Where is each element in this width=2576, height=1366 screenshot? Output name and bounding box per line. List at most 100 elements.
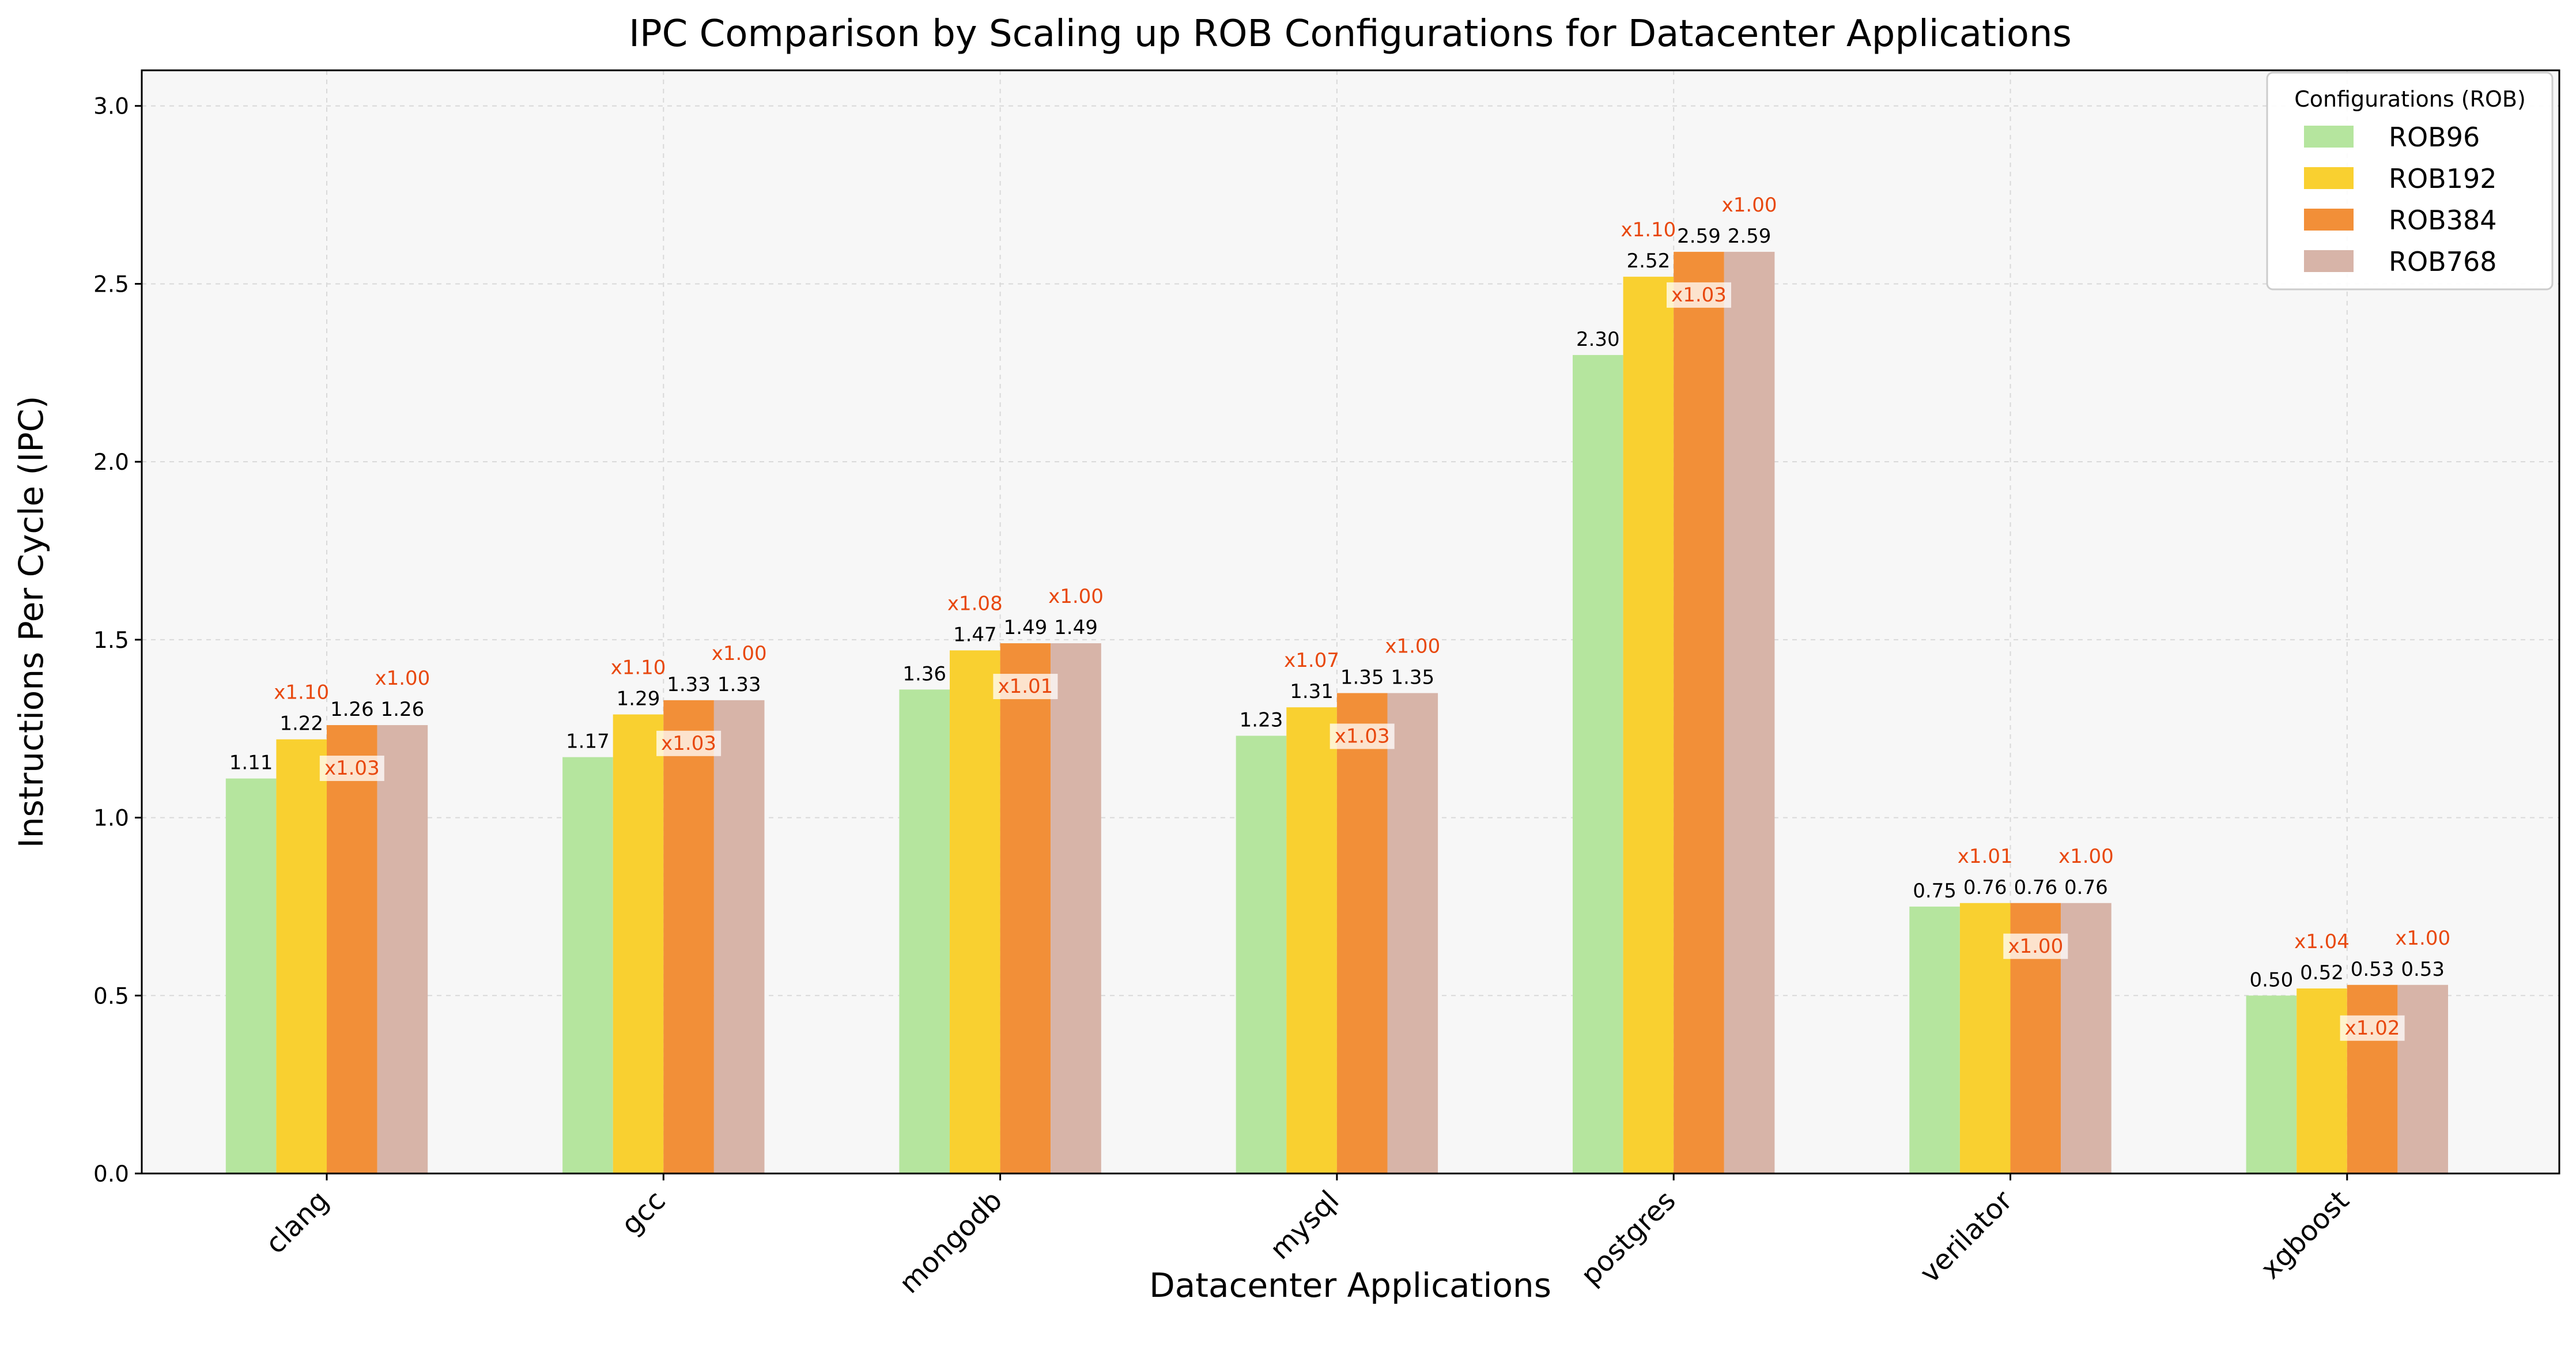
value-label: 0.76 <box>2014 876 2057 899</box>
speedup-label: x1.01 <box>998 675 1053 698</box>
value-label: 2.30 <box>1576 328 1620 351</box>
speedup-label: x1.04 <box>2294 930 2350 953</box>
value-label: 1.36 <box>902 662 946 685</box>
value-label: 2.52 <box>1627 250 1671 273</box>
bar-rob768-mongodb <box>1051 643 1101 1173</box>
bar-rob384-clang <box>327 725 377 1173</box>
y-tick-label: 1.5 <box>93 628 129 654</box>
y-tick-label: 0.0 <box>93 1161 129 1187</box>
value-label: 1.11 <box>229 752 273 775</box>
bar-rob768-clang <box>377 725 428 1173</box>
legend: Configurations (ROB) ROB96ROB192ROB384RO… <box>2266 71 2554 290</box>
legend-label-rob384: ROB384 <box>2389 205 2497 236</box>
x-tick-label-mysql: mysql <box>1264 1184 1345 1266</box>
bar-rob192-xgboost <box>2297 988 2347 1173</box>
bar-rob768-verilator <box>2061 903 2112 1173</box>
bar-rob384-gcc <box>663 700 714 1173</box>
y-tick-label: 0.5 <box>93 983 129 1009</box>
ratio-label-box <box>319 756 384 782</box>
value-label: 0.50 <box>2250 968 2294 991</box>
speedup-label: x1.00 <box>2008 935 2063 958</box>
bar-rob192-verilator <box>1959 903 2011 1173</box>
speedup-label: x1.02 <box>2345 1017 2400 1040</box>
ratio-label-box <box>2003 933 2068 959</box>
bars-group <box>225 251 2448 1173</box>
x-axis-label: Datacenter Applications <box>1149 1266 1551 1305</box>
ratio-label-box <box>1329 723 1395 749</box>
legend-label-rob192: ROB192 <box>2389 163 2497 194</box>
speedup-label: x1.00 <box>712 642 767 665</box>
y-tick-label: 2.0 <box>93 450 129 476</box>
x-tick-label-xgboost: xgboost <box>2254 1184 2355 1285</box>
bar-rob768-mysql <box>1387 693 1438 1173</box>
value-label: 1.35 <box>1340 666 1384 689</box>
value-label: 1.22 <box>279 712 323 735</box>
speedup-label: x1.07 <box>1284 649 1339 672</box>
value-label: 1.31 <box>1290 680 1334 703</box>
speedup-label: x1.10 <box>611 656 666 680</box>
speedup-label: x1.00 <box>375 667 430 690</box>
legend-swatch-rob768 <box>2304 250 2354 272</box>
value-label: 0.76 <box>2064 876 2108 899</box>
legend-swatch-rob96 <box>2304 126 2354 148</box>
bar-rob96-verilator <box>1909 906 1960 1173</box>
legend-label-rob96: ROB96 <box>2389 122 2480 153</box>
plot-frame <box>141 69 2560 1175</box>
value-label: 1.33 <box>667 673 711 696</box>
value-label: 0.75 <box>1913 880 1956 903</box>
value-label: 1.49 <box>1004 616 1048 639</box>
y-tick-label: 1.0 <box>93 806 129 832</box>
y-tick-label: 3.0 <box>93 94 129 120</box>
value-label: 1.47 <box>953 623 997 646</box>
legend-items: ROB96 ROB192 ROB384 ROB768 <box>2304 122 2497 277</box>
value-label: 2.59 <box>1677 225 1721 248</box>
bar-rob768-postgres <box>1724 251 1775 1173</box>
value-label: 0.53 <box>2351 958 2394 981</box>
value-label: 1.17 <box>566 730 610 753</box>
bar-rob96-mongodb <box>899 689 950 1173</box>
bar-rob192-mongodb <box>950 650 1000 1173</box>
speedup-label: x1.03 <box>324 757 380 780</box>
bar-rob96-mysql <box>1236 735 1287 1173</box>
value-label: 1.35 <box>1391 666 1434 689</box>
bar-rob384-mongodb <box>1000 643 1051 1173</box>
legend-swatch-rob384 <box>2304 209 2354 231</box>
value-label: 1.49 <box>1054 616 1098 639</box>
ratio-label-box <box>1667 282 1731 308</box>
bar-rob192-gcc <box>613 714 664 1173</box>
speedup-label: x1.03 <box>1671 284 1727 307</box>
value-label: 2.59 <box>1728 225 1772 248</box>
value-label: 1.29 <box>617 688 660 711</box>
legend-title: Configurations (ROB) <box>2294 86 2526 112</box>
value-label: 1.23 <box>1240 709 1283 732</box>
speedup-label: x1.01 <box>1958 845 2013 868</box>
bar-rob96-postgres <box>1573 354 1623 1173</box>
value-label: 0.76 <box>1963 876 2007 899</box>
bar-rob768-xgboost <box>2397 984 2448 1173</box>
y-tick-label: 2.5 <box>93 271 129 297</box>
speedup-label: x1.10 <box>1621 218 1676 241</box>
x-tick-label-clang: clang <box>259 1184 335 1261</box>
chart-title: IPC Comparison by Scaling up ROB Configu… <box>629 13 2072 55</box>
legend-label-rob768: ROB768 <box>2389 246 2497 277</box>
speedup-label: x1.10 <box>274 681 329 704</box>
x-tick-label-gcc: gcc <box>615 1184 671 1241</box>
bar-rob192-clang <box>276 739 327 1173</box>
speedup-label: x1.03 <box>1335 724 1390 748</box>
value-label: 0.53 <box>2401 958 2445 981</box>
ratio-label-box <box>993 674 1058 700</box>
bar-rob96-xgboost <box>2246 995 2297 1173</box>
value-label: 1.33 <box>717 673 761 696</box>
bar-rob192-postgres <box>1623 277 1674 1173</box>
speedup-label: x1.00 <box>1385 635 1440 658</box>
value-label: 1.26 <box>381 698 425 721</box>
speedup-label: x1.08 <box>947 592 1003 615</box>
x-tick-label-postgres: postgres <box>1574 1184 1682 1292</box>
value-label: 1.26 <box>330 698 374 721</box>
value-label: 0.52 <box>2300 961 2344 984</box>
ratio-label-box <box>2340 1015 2405 1041</box>
bar-rob96-clang <box>225 778 277 1173</box>
value-labels-group: 1.11 1.17 1.36 1.23 2.30 0.75 0.50 1.22 1.29 1.47… <box>229 194 2450 1041</box>
speedup-label: x1.00 <box>1722 194 1777 217</box>
